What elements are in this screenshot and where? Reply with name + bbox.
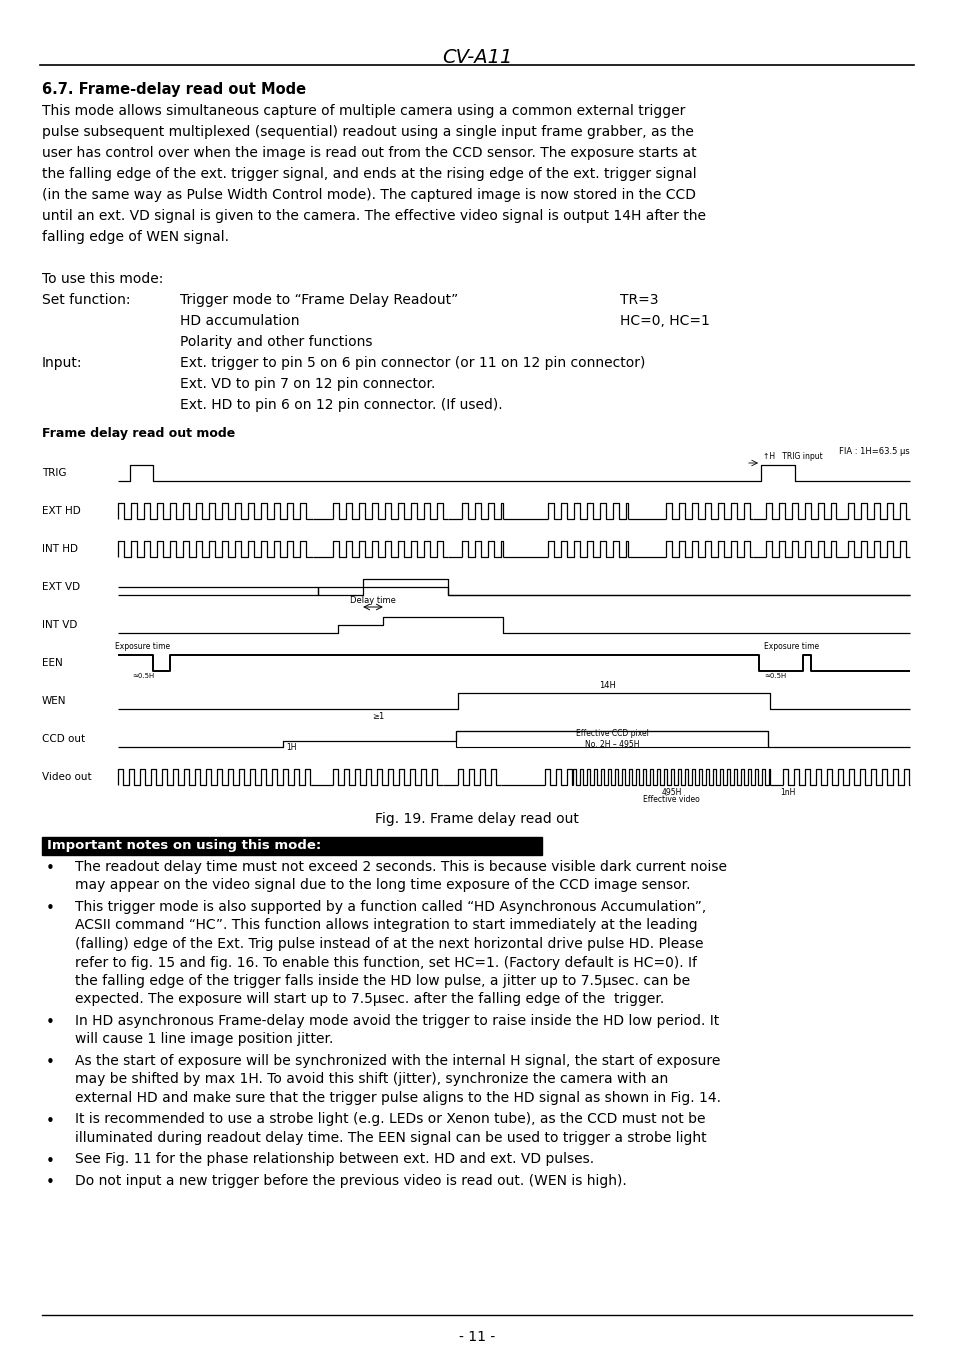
Text: 495H: 495H (660, 788, 681, 797)
Text: ACSII command “HC”. This function allows integration to start immediately at the: ACSII command “HC”. This function allows… (75, 919, 697, 932)
Text: Frame delay read out mode: Frame delay read out mode (42, 427, 235, 440)
Text: ≈0.5H: ≈0.5H (763, 673, 785, 680)
Text: 14H: 14H (598, 681, 616, 690)
Text: In HD asynchronous Frame-delay mode avoid the trigger to raise inside the HD low: In HD asynchronous Frame-delay mode avoi… (75, 1015, 719, 1028)
Text: •: • (46, 1175, 54, 1190)
Text: external HD and make sure that the trigger pulse aligns to the HD signal as show: external HD and make sure that the trigg… (75, 1092, 720, 1105)
Text: Ext. HD to pin 6 on 12 pin connector. (If used).: Ext. HD to pin 6 on 12 pin connector. (I… (180, 399, 502, 412)
Text: the falling edge of the trigger falls inside the HD low pulse, a jitter up to 7.: the falling edge of the trigger falls in… (75, 974, 689, 988)
Text: •: • (46, 1055, 54, 1070)
Text: Video out: Video out (42, 771, 91, 782)
Text: ↑H   TRIG input: ↑H TRIG input (762, 453, 821, 461)
Text: This mode allows simultaneous capture of multiple camera using a common external: This mode allows simultaneous capture of… (42, 104, 684, 118)
Text: Ext. trigger to pin 5 on 6 pin connector (or 11 on 12 pin connector): Ext. trigger to pin 5 on 6 pin connector… (180, 357, 644, 370)
Text: Ext. VD to pin 7 on 12 pin connector.: Ext. VD to pin 7 on 12 pin connector. (180, 377, 435, 390)
Text: EXT HD: EXT HD (42, 507, 81, 516)
Text: (falling) edge of the Ext. Trig pulse instead of at the next horizontal drive pu: (falling) edge of the Ext. Trig pulse in… (75, 938, 702, 951)
Text: may be shifted by max 1H. To avoid this shift (jitter), synchronize the camera w: may be shifted by max 1H. To avoid this … (75, 1073, 667, 1086)
Text: INT HD: INT HD (42, 544, 78, 554)
Text: Set function:: Set function: (42, 293, 131, 307)
Text: ≥1: ≥1 (372, 712, 384, 721)
Text: Do not input a new trigger before the previous video is read out. (WEN is high).: Do not input a new trigger before the pr… (75, 1174, 626, 1188)
Text: INT VD: INT VD (42, 620, 77, 630)
Text: Polarity and other functions: Polarity and other functions (180, 335, 372, 349)
Text: Effective CCD pixel
No. 2H – 495H: Effective CCD pixel No. 2H – 495H (575, 730, 648, 748)
Text: (in the same way as Pulse Width Control mode). The captured image is now stored : (in the same way as Pulse Width Control … (42, 188, 696, 203)
Text: This trigger mode is also supported by a function called “HD Asynchronous Accumu: This trigger mode is also supported by a… (75, 900, 705, 915)
Text: HD accumulation: HD accumulation (180, 313, 299, 328)
Text: - 11 -: - 11 - (458, 1329, 495, 1344)
Text: •: • (46, 1113, 54, 1128)
Text: Effective video: Effective video (642, 794, 700, 804)
Text: illuminated during readout delay time. The EEN signal can be used to trigger a s: illuminated during readout delay time. T… (75, 1131, 706, 1146)
Text: FIA : 1H=63.5 μs: FIA : 1H=63.5 μs (839, 447, 909, 457)
Text: CV-A11: CV-A11 (441, 49, 512, 68)
Text: CCD out: CCD out (42, 734, 85, 744)
Text: The readout delay time must not exceed 2 seconds. This is because visible dark c: The readout delay time must not exceed 2… (75, 861, 726, 874)
Text: WEN: WEN (42, 696, 67, 707)
Text: 6.7. Frame-delay read out Mode: 6.7. Frame-delay read out Mode (42, 82, 306, 97)
Text: See Fig. 11 for the phase relationship between ext. HD and ext. VD pulses.: See Fig. 11 for the phase relationship b… (75, 1152, 594, 1166)
Text: user has control over when the image is read out from the CCD sensor. The exposu: user has control over when the image is … (42, 146, 696, 159)
Bar (456, 731, 767, 747)
Text: •: • (46, 1154, 54, 1169)
Text: pulse subsequent multiplexed (sequential) readout using a single input frame gra: pulse subsequent multiplexed (sequential… (42, 126, 693, 139)
Text: •: • (46, 1015, 54, 1029)
Text: Exposure time: Exposure time (115, 642, 171, 651)
Text: It is recommended to use a strobe light (e.g. LEDs or Xenon tube), as the CCD mu: It is recommended to use a strobe light … (75, 1112, 705, 1127)
Text: •: • (46, 901, 54, 916)
Text: ≈0.5H: ≈0.5H (132, 673, 154, 680)
Text: 1H: 1H (286, 743, 296, 751)
Text: TR=3: TR=3 (619, 293, 658, 307)
Text: Delay time: Delay time (350, 596, 395, 605)
Text: falling edge of WEN signal.: falling edge of WEN signal. (42, 230, 229, 245)
Text: until an ext. VD signal is given to the camera. The effective video signal is ou: until an ext. VD signal is given to the … (42, 209, 705, 223)
Text: Exposure time: Exposure time (763, 642, 819, 651)
Text: •: • (46, 861, 54, 875)
Text: may appear on the video signal due to the long time exposure of the CCD image se: may appear on the video signal due to th… (75, 878, 690, 893)
Text: expected. The exposure will start up to 7.5μsec. after the falling edge of the  : expected. The exposure will start up to … (75, 993, 663, 1006)
Text: refer to fig. 15 and fig. 16. To enable this function, set HC=1. (Factory defaul: refer to fig. 15 and fig. 16. To enable … (75, 955, 697, 970)
Text: 1nH: 1nH (780, 788, 795, 797)
Text: Fig. 19. Frame delay read out: Fig. 19. Frame delay read out (375, 812, 578, 825)
Text: will cause 1 line image position jitter.: will cause 1 line image position jitter. (75, 1032, 333, 1047)
Text: Input:: Input: (42, 357, 82, 370)
Text: EEN: EEN (42, 658, 63, 667)
Text: EXT VD: EXT VD (42, 582, 80, 592)
Text: HC=0, HC=1: HC=0, HC=1 (619, 313, 709, 328)
Text: To use this mode:: To use this mode: (42, 272, 163, 286)
Text: Important notes on using this mode:: Important notes on using this mode: (47, 839, 321, 852)
Text: As the start of exposure will be synchronized with the internal H signal, the st: As the start of exposure will be synchro… (75, 1054, 720, 1069)
Text: Trigger mode to “Frame Delay Readout”: Trigger mode to “Frame Delay Readout” (180, 293, 457, 307)
Text: TRIG: TRIG (42, 467, 67, 478)
Bar (42, 838, 541, 855)
Text: the falling edge of the ext. trigger signal, and ends at the rising edge of the : the falling edge of the ext. trigger sig… (42, 168, 696, 181)
